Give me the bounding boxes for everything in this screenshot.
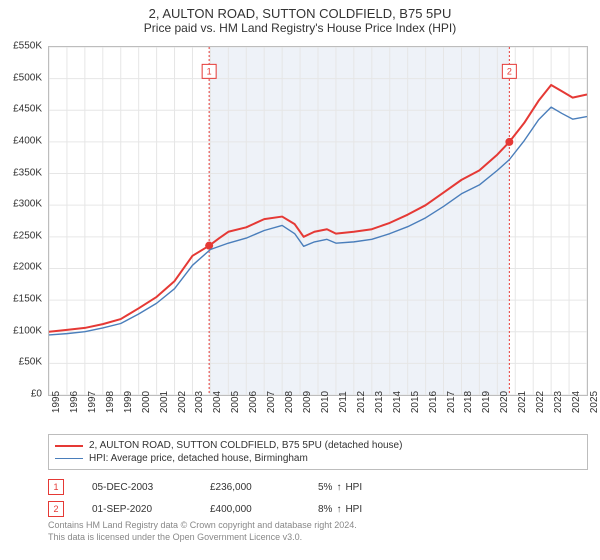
legend-row-series1: 2, AULTON ROAD, SUTTON COLDFIELD, B75 5P… (55, 439, 581, 452)
x-tick-label: 2016 (428, 391, 439, 413)
x-tick-label: 2010 (320, 391, 331, 413)
y-tick-label: £0 (31, 389, 42, 400)
chart-title: 2, AULTON ROAD, SUTTON COLDFIELD, B75 5P… (0, 6, 600, 21)
sale-delta: 5% ↑ HPI (318, 482, 362, 493)
x-tick-label: 2012 (356, 391, 367, 413)
x-tick-label: 2003 (194, 391, 205, 413)
sales-table: 1 05-DEC-2003 £236,000 5% ↑ HPI 2 01-SEP-2020 £4… (48, 476, 588, 520)
chart-container: 2, AULTON ROAD, SUTTON COLDFIELD, B75 5P… (0, 0, 600, 560)
x-tick-label: 2013 (374, 391, 385, 413)
x-tick-label: 2023 (553, 391, 564, 413)
x-tick-label: 2019 (481, 391, 492, 413)
x-tick-label: 2004 (212, 391, 223, 413)
sale-marker-badge: 2 (48, 501, 64, 517)
sale-row: 1 05-DEC-2003 £236,000 5% ↑ HPI (48, 476, 588, 498)
y-tick-label: £150K (13, 294, 42, 305)
x-tick-label: 1999 (123, 391, 134, 413)
x-axis-labels: 1995199619971998199920002001200220032004… (48, 398, 588, 432)
x-tick-label: 1998 (105, 391, 116, 413)
x-tick-label: 2017 (446, 391, 457, 413)
x-tick-label: 2011 (338, 391, 349, 413)
y-tick-label: £500K (13, 72, 42, 83)
x-tick-label: 2002 (177, 391, 188, 413)
footer-line1: Contains HM Land Registry data © Crown c… (48, 520, 588, 532)
x-tick-label: 2014 (392, 391, 403, 413)
y-tick-label: £200K (13, 262, 42, 273)
legend-label-series2: HPI: Average price, detached house, Birm… (89, 453, 308, 464)
y-axis-labels: £0£50K£100K£150K£200K£250K£300K£350K£400… (0, 46, 46, 396)
x-tick-label: 2021 (517, 391, 528, 413)
arrow-up-icon: ↑ (336, 482, 341, 493)
x-tick-label: 1996 (69, 391, 80, 413)
x-tick-label: 2022 (535, 391, 546, 413)
sale-delta-pct: 5% (318, 482, 332, 493)
sale-date: 01-SEP-2020 (92, 504, 182, 515)
legend-swatch-series2 (55, 458, 83, 459)
sale-price: £236,000 (210, 482, 290, 493)
legend-label-series1: 2, AULTON ROAD, SUTTON COLDFIELD, B75 5P… (89, 440, 402, 451)
x-tick-label: 2008 (284, 391, 295, 413)
x-tick-label: 2015 (410, 391, 421, 413)
chart-plot-area: 12 (48, 46, 588, 396)
x-tick-label: 2024 (571, 391, 582, 413)
title-block: 2, AULTON ROAD, SUTTON COLDFIELD, B75 5P… (0, 0, 600, 39)
legend-box: 2, AULTON ROAD, SUTTON COLDFIELD, B75 5P… (48, 434, 588, 470)
sale-price: £400,000 (210, 504, 290, 515)
arrow-up-icon: ↑ (336, 504, 341, 515)
y-tick-label: £300K (13, 199, 42, 210)
x-tick-label: 1997 (87, 391, 98, 413)
x-tick-label: 2025 (589, 391, 600, 413)
sale-marker-badge: 1 (48, 479, 64, 495)
x-tick-label: 2018 (463, 391, 474, 413)
y-tick-label: £450K (13, 104, 42, 115)
x-tick-label: 2009 (302, 391, 313, 413)
y-tick-label: £350K (13, 167, 42, 178)
x-tick-label: 2020 (499, 391, 510, 413)
sale-row: 2 01-SEP-2020 £400,000 8% ↑ HPI (48, 498, 588, 520)
chart-svg: 12 (49, 47, 587, 395)
footer-line2: This data is licensed under the Open Gov… (48, 532, 588, 544)
svg-text:2: 2 (507, 66, 512, 76)
y-tick-label: £550K (13, 41, 42, 52)
x-tick-label: 2001 (159, 391, 170, 413)
sale-delta-pct: 8% (318, 504, 332, 515)
y-tick-label: £100K (13, 325, 42, 336)
x-tick-label: 2005 (230, 391, 241, 413)
sale-delta-label: HPI (345, 482, 362, 493)
sale-delta-label: HPI (345, 504, 362, 515)
legend-swatch-series1 (55, 445, 83, 447)
x-tick-label: 2000 (141, 391, 152, 413)
x-tick-label: 2007 (266, 391, 277, 413)
y-tick-label: £50K (19, 357, 42, 368)
x-tick-label: 1995 (51, 391, 62, 413)
sale-delta: 8% ↑ HPI (318, 504, 362, 515)
footer-attribution: Contains HM Land Registry data © Crown c… (48, 520, 588, 543)
legend-row-series2: HPI: Average price, detached house, Birm… (55, 452, 581, 465)
x-tick-label: 2006 (248, 391, 259, 413)
svg-text:1: 1 (207, 66, 212, 76)
chart-subtitle: Price paid vs. HM Land Registry's House … (0, 21, 600, 35)
y-tick-label: £250K (13, 230, 42, 241)
y-tick-label: £400K (13, 135, 42, 146)
sale-date: 05-DEC-2003 (92, 482, 182, 493)
